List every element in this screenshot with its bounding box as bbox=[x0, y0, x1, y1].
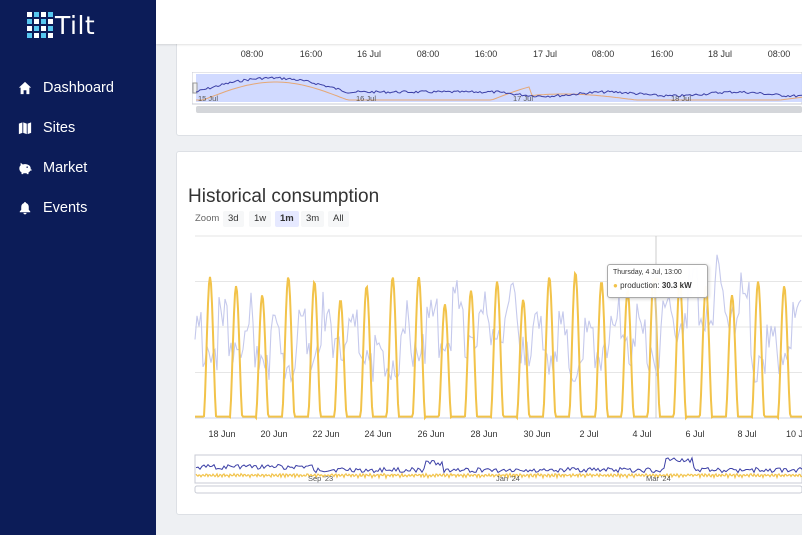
x-tick-label: 2 Jul bbox=[579, 429, 599, 439]
app-name: Tilt bbox=[55, 10, 96, 40]
zoom-1m-button[interactable]: 1m bbox=[275, 211, 299, 227]
x-tick-label: 20 Jun bbox=[260, 429, 288, 439]
sidebar-item-label: Market bbox=[43, 160, 88, 176]
navigator-series-secondary bbox=[196, 81, 802, 101]
app-logo[interactable]: Tilt bbox=[27, 10, 95, 40]
x-tick-label: 08:00 bbox=[240, 49, 264, 59]
chart-tooltip: Thursday, 4 Jul, 13:00 ● production: 30.… bbox=[607, 264, 708, 298]
tooltip-date: Thursday, 4 Jul, 13:00 bbox=[613, 269, 682, 276]
navigator-date-label: 16 Jul bbox=[356, 94, 377, 103]
navigator-date-label: 17 Jul bbox=[513, 94, 534, 103]
x-tick-label: 24 Jun bbox=[364, 429, 392, 439]
upper-chart-navigator[interactable] bbox=[192, 72, 802, 116]
navigator-series-primary bbox=[195, 76, 802, 98]
navigator-scrollbar bbox=[194, 485, 802, 494]
navigator-handle bbox=[192, 82, 198, 94]
x-tick-label: 22 Jun bbox=[312, 429, 340, 439]
zoom-3m-button[interactable]: 3m bbox=[301, 211, 325, 227]
top-bar bbox=[156, 0, 802, 44]
series-production bbox=[195, 270, 802, 421]
x-tick-label: 6 Jul bbox=[685, 429, 705, 439]
home-icon bbox=[18, 81, 32, 95]
sidebar-item-events[interactable]: Events bbox=[18, 196, 87, 220]
x-tick-label: 26 Jun bbox=[417, 429, 445, 439]
tooltip-value: 30.3 kW bbox=[661, 281, 692, 290]
sidebar: Tilt Dashboard Sites Market Events bbox=[0, 0, 156, 535]
zoom-3d-button[interactable]: 3d bbox=[223, 211, 244, 227]
x-tick-label: 08:00 bbox=[416, 49, 440, 59]
x-tick-label: 28 Jun bbox=[470, 429, 498, 439]
navigator-date-label: Mar '24 bbox=[646, 474, 671, 483]
historical-chart-navigator[interactable] bbox=[194, 454, 802, 496]
zoom-label: Zoom bbox=[195, 213, 220, 224]
x-tick-label: 18 Jul bbox=[707, 49, 733, 59]
x-tick-label: 30 Jun bbox=[523, 429, 551, 439]
historical-chart-plot[interactable] bbox=[190, 232, 802, 424]
logo-grid-icon bbox=[27, 12, 53, 38]
sidebar-item-label: Events bbox=[43, 200, 88, 216]
sidebar-item-label: Sites bbox=[43, 120, 76, 136]
sidebar-item-dashboard[interactable]: Dashboard bbox=[18, 76, 114, 100]
navigator-selection bbox=[196, 74, 802, 102]
x-tick-label: 08:00 bbox=[767, 49, 791, 59]
x-tick-label: 18 Jun bbox=[208, 429, 236, 439]
tooltip-series-name: production bbox=[620, 281, 658, 290]
x-tick-label: 10 Jul bbox=[786, 429, 802, 439]
x-tick-label: 4 Jul bbox=[632, 429, 652, 439]
navigator-date-label: 15 Jul bbox=[198, 94, 219, 103]
sidebar-item-market[interactable]: Market bbox=[18, 156, 87, 180]
x-tick-label: 16:00 bbox=[474, 49, 498, 59]
navigator-series-consumption bbox=[195, 456, 802, 474]
piggy-bank-icon bbox=[19, 162, 32, 175]
zoom-all-button[interactable]: All bbox=[328, 211, 349, 227]
x-tick-label: 17 Jul bbox=[532, 49, 558, 59]
x-tick-label: 16 Jul bbox=[356, 49, 382, 59]
sidebar-item-label: Dashboard bbox=[43, 80, 114, 96]
map-icon bbox=[18, 122, 32, 135]
sidebar-item-sites[interactable]: Sites bbox=[18, 116, 75, 140]
navigator-date-label: 18 Jul bbox=[671, 94, 692, 103]
x-tick-label: 16:00 bbox=[299, 49, 323, 59]
tooltip-series-line: ● production: 30.3 kW bbox=[613, 281, 692, 290]
navigator-scrollbar bbox=[196, 106, 802, 113]
bell-icon bbox=[19, 202, 31, 215]
zoom-1w-button[interactable]: 1w bbox=[249, 211, 272, 227]
navigator-date-label: Sep '23 bbox=[308, 474, 334, 483]
chart-title: Historical consumption bbox=[188, 185, 380, 207]
series-consumption bbox=[194, 254, 802, 383]
navigator-series-production bbox=[195, 472, 802, 480]
navigator-date-label: Jan '24 bbox=[496, 474, 520, 483]
series-dot-icon: ● bbox=[613, 281, 618, 290]
navigator-frame bbox=[194, 454, 802, 484]
x-tick-label: 16:00 bbox=[650, 49, 674, 59]
x-tick-label: 8 Jul bbox=[737, 429, 757, 439]
x-tick-label: 08:00 bbox=[591, 49, 615, 59]
